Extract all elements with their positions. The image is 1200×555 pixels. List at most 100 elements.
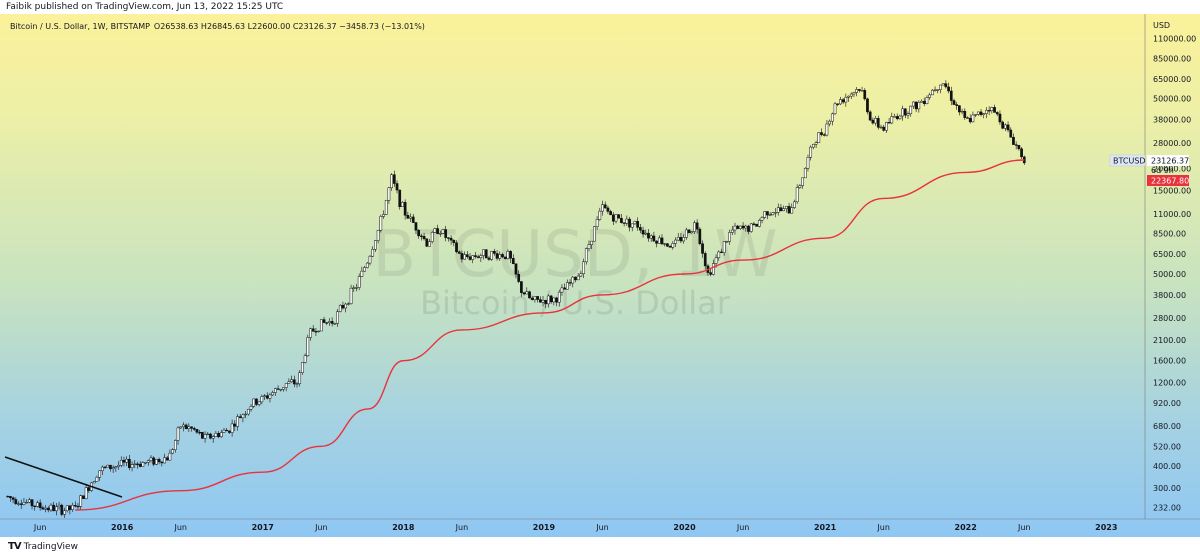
candles-layer (6, 80, 1026, 518)
candle (509, 251, 512, 259)
candle (895, 116, 899, 120)
candle (693, 222, 696, 232)
candle (1014, 144, 1018, 146)
candle (601, 204, 604, 212)
candle (214, 433, 218, 437)
price-axis[interactable]: USD (1153, 21, 1170, 30)
candle (920, 100, 923, 103)
candle (479, 255, 483, 258)
candle (306, 337, 310, 357)
candle (595, 219, 599, 227)
candle (990, 107, 994, 111)
candle (882, 126, 886, 131)
price-tick-label: 65000.00 (1153, 75, 1191, 84)
candle (766, 211, 769, 216)
candle (19, 503, 23, 505)
price-tick-label: 232.00 (1153, 504, 1181, 513)
candle (944, 83, 948, 88)
chart-legend[interactable]: Bitcoin / U.S. Dollar, 1W, BITSTAMP O2653… (10, 22, 425, 31)
time-axis[interactable]: Jun 2016 Jun 2017 Jun 2018 Jun 2019 Jun 2020 Jun 20… (33, 523, 1118, 532)
candle (117, 465, 120, 467)
candle (190, 426, 193, 429)
candle (611, 214, 615, 222)
candle (457, 251, 461, 254)
candle (663, 243, 667, 245)
candle (625, 218, 629, 224)
candle (455, 242, 458, 253)
time-tick-label: 2022 (955, 523, 977, 532)
candle (763, 211, 767, 218)
candle (363, 267, 366, 272)
candle (295, 383, 299, 385)
symbol-tag: BTCUSD (1113, 157, 1146, 166)
candle (993, 107, 996, 113)
candle (598, 210, 602, 220)
candle (998, 113, 1002, 123)
candle (785, 206, 788, 209)
candle (822, 134, 826, 136)
candle (128, 458, 131, 468)
candle (728, 232, 731, 242)
candle (730, 229, 734, 233)
candle (966, 117, 969, 119)
candle (255, 398, 258, 405)
candle (463, 254, 466, 260)
time-tick-label: Jun (1017, 523, 1031, 532)
candle (782, 208, 785, 211)
candle (9, 496, 12, 498)
candle (360, 270, 364, 277)
candle (1012, 136, 1015, 145)
candle (530, 297, 534, 300)
candle (695, 222, 699, 230)
candle (968, 117, 972, 123)
price-tick-label: 2800.00 (1153, 314, 1186, 323)
candle (382, 214, 385, 217)
candle (219, 432, 223, 438)
candle (787, 206, 791, 214)
candle (176, 427, 180, 441)
publish-info: Faibik published on TradingView.com, Jun… (6, 2, 284, 12)
candle (198, 431, 202, 434)
trend-line[interactable] (4, 456, 123, 498)
candle (860, 90, 864, 92)
candle (409, 216, 412, 219)
candle (325, 322, 329, 324)
candle (866, 98, 869, 113)
candle (644, 232, 648, 235)
candle (1009, 129, 1013, 138)
symbol-tag-box (1109, 154, 1146, 167)
candle (141, 462, 145, 467)
candle (976, 111, 980, 115)
candle (587, 244, 591, 249)
candle (14, 499, 18, 505)
candle (149, 457, 153, 461)
candle (282, 387, 285, 390)
candle (328, 321, 331, 323)
candle (668, 246, 672, 248)
time-tick-label: Jun (33, 523, 47, 532)
candle (995, 112, 999, 115)
candle (636, 221, 640, 228)
candle (79, 495, 83, 507)
candle (246, 409, 250, 415)
candle (347, 303, 350, 305)
candle (292, 379, 296, 385)
candle (341, 305, 345, 309)
candle (1001, 121, 1004, 129)
candle (963, 110, 967, 118)
candle (893, 116, 896, 118)
candle (803, 168, 807, 179)
candle (574, 276, 577, 281)
price-chart[interactable]: BTCUSD, 1W Bitcoin / U.S. Dollar USD 110… (0, 14, 1200, 537)
time-tick-label: 2021 (814, 523, 837, 532)
candle (41, 507, 45, 510)
candle (349, 287, 353, 304)
candle (287, 381, 291, 384)
candle (684, 229, 688, 238)
chart-area[interactable]: BTCUSD, 1W Bitcoin / U.S. Dollar USD 110… (0, 14, 1200, 537)
candle (941, 83, 945, 86)
candle (847, 95, 850, 98)
candle (593, 226, 596, 242)
tradingview-logo[interactable]: TV TradingView (8, 541, 78, 553)
candle (979, 111, 983, 115)
